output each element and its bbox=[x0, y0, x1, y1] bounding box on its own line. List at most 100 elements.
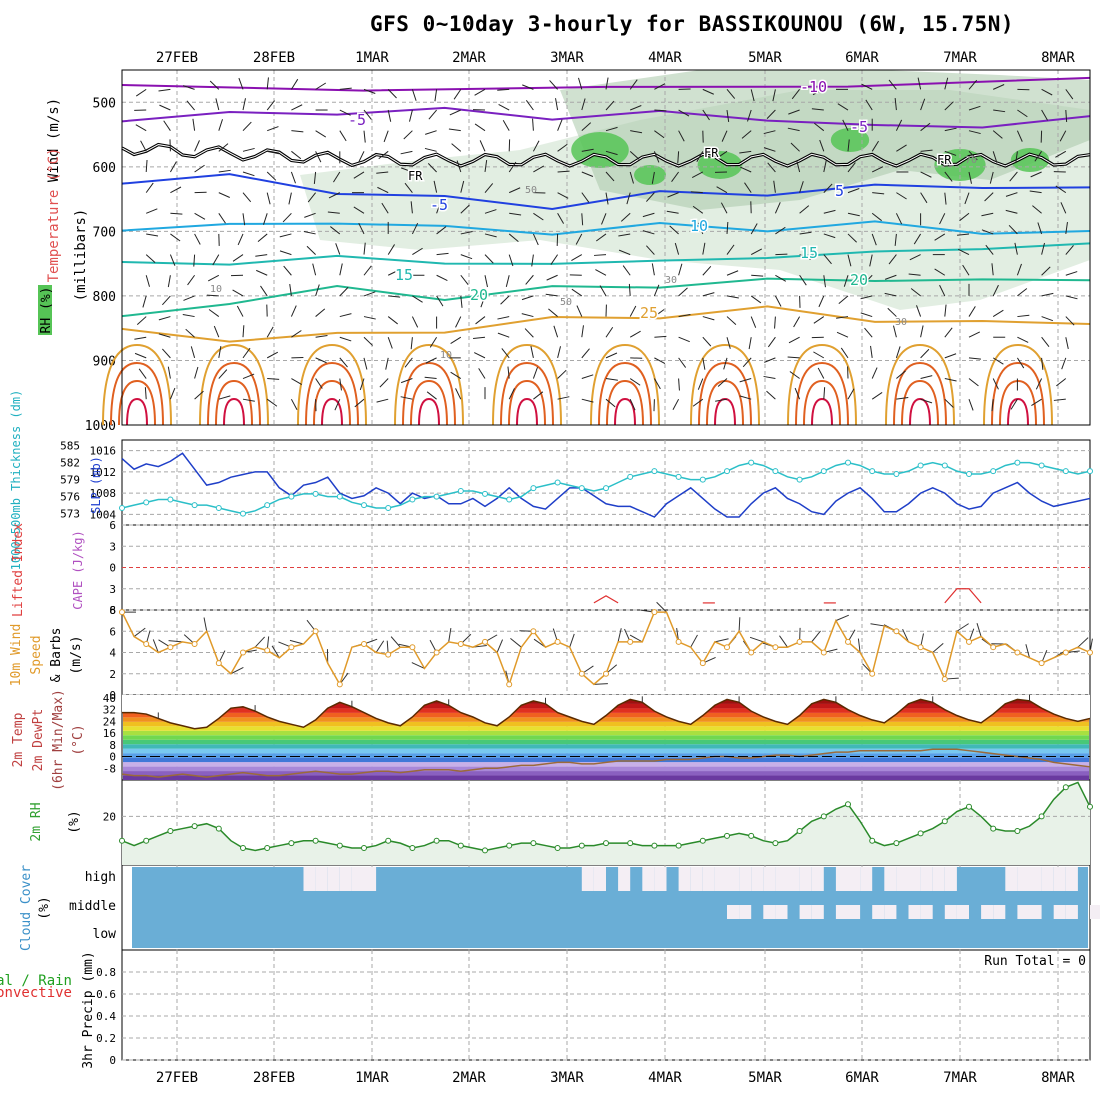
wind-barb bbox=[290, 78, 299, 90]
wind-barb bbox=[1065, 221, 1068, 235]
wind-barb bbox=[811, 108, 824, 111]
wind-barb bbox=[334, 398, 341, 411]
rh-contour-label: 10 bbox=[440, 350, 452, 361]
wind-barb bbox=[509, 212, 522, 216]
surface-wind-barb bbox=[375, 640, 385, 653]
li-tick-label: 3 bbox=[109, 540, 116, 553]
wind-barb bbox=[790, 142, 800, 152]
rh-2m-line-point bbox=[772, 840, 779, 847]
wind-barb bbox=[674, 242, 680, 255]
wind-barb bbox=[553, 325, 559, 338]
wind-barb bbox=[741, 130, 752, 139]
wind-barb bbox=[456, 160, 462, 173]
wind-barb bbox=[788, 109, 800, 115]
wind-barb bbox=[726, 270, 739, 276]
wind-barb bbox=[363, 336, 373, 346]
wind-barb bbox=[436, 274, 448, 281]
wind-barb bbox=[194, 164, 205, 173]
wind-barb bbox=[257, 233, 268, 243]
wind-barb bbox=[629, 330, 641, 338]
temp-tick-label: -8 bbox=[103, 762, 116, 775]
wind-barb bbox=[813, 316, 825, 324]
li-tick-label: 0 bbox=[109, 562, 116, 575]
wind-barb bbox=[363, 316, 376, 320]
wind-barb bbox=[455, 388, 462, 400]
wind-barb bbox=[871, 367, 878, 379]
surface-wind-barb bbox=[448, 627, 452, 642]
surface-wind-barb bbox=[593, 683, 608, 685]
wind-barb bbox=[242, 192, 252, 203]
wind-barb bbox=[186, 100, 195, 111]
wind-barb bbox=[696, 151, 704, 162]
wind-barb bbox=[1065, 245, 1074, 255]
thickness-line-point bbox=[482, 490, 488, 497]
top-day-label: 8MAR bbox=[1041, 50, 1075, 66]
freezing-level-line-core bbox=[121, 144, 1091, 167]
surface-wind-barb bbox=[857, 638, 861, 653]
wind-barb bbox=[794, 387, 801, 400]
cloud-clear-middle bbox=[763, 905, 776, 919]
wind-barb bbox=[1009, 171, 1018, 182]
wind-speed-line-point bbox=[699, 660, 706, 667]
cloud-clear-middle bbox=[799, 905, 812, 919]
wind-barb bbox=[767, 336, 776, 348]
wind-speed-line-point bbox=[240, 649, 246, 656]
ylabel-temp: (6hr Min/Max) bbox=[51, 689, 66, 791]
cloud-clear-middle bbox=[956, 905, 969, 919]
wind-barb bbox=[917, 77, 922, 90]
temperature-band bbox=[123, 735, 1089, 740]
wind-barb bbox=[993, 109, 1006, 113]
surface-temp-contour bbox=[811, 397, 833, 426]
rh-2m-line-point bbox=[119, 837, 125, 844]
wind-barb bbox=[1010, 398, 1018, 410]
wind-barb bbox=[327, 211, 340, 214]
surface-temp-contour bbox=[223, 397, 245, 426]
wind-barb bbox=[581, 171, 594, 177]
wind-barb bbox=[353, 171, 365, 179]
wind-barb bbox=[896, 192, 907, 200]
surface-wind-barb bbox=[510, 637, 522, 648]
wind-speed-line-point bbox=[554, 638, 561, 645]
wind-barb bbox=[236, 305, 244, 317]
wind-barb bbox=[304, 212, 316, 218]
surface-temp-contour bbox=[410, 379, 448, 426]
ylabel-rh: RH (%) bbox=[39, 287, 54, 334]
run-total-label: Run Total = 0 bbox=[984, 954, 1086, 969]
wind-barb bbox=[968, 306, 976, 317]
wind-barb bbox=[847, 388, 855, 400]
wind-barb bbox=[263, 213, 268, 225]
wind-barb bbox=[436, 295, 444, 307]
cloud-clear-high bbox=[896, 867, 909, 891]
wind-barb bbox=[400, 150, 413, 155]
thickness-line-point bbox=[191, 502, 198, 509]
wind-barb bbox=[599, 285, 607, 297]
wind-barb bbox=[328, 192, 341, 199]
wind-barb bbox=[363, 88, 376, 94]
wind-barb bbox=[654, 83, 666, 90]
wind-barb bbox=[460, 274, 469, 286]
wind-barb bbox=[428, 109, 437, 120]
wind-speed-line-point bbox=[409, 644, 416, 651]
wind-barb bbox=[774, 202, 781, 214]
wind-barb bbox=[279, 233, 292, 238]
wind-barb bbox=[358, 222, 365, 235]
chart-title: GFS 0~10day 3-hourly for BASSIKOUNOU (6W… bbox=[370, 12, 1015, 36]
wind-barb bbox=[218, 369, 228, 379]
wind-barb bbox=[242, 171, 255, 177]
wind-barb bbox=[206, 294, 219, 297]
cloud-clear-high bbox=[315, 867, 328, 891]
wind-barb bbox=[847, 212, 860, 217]
wind-barb bbox=[992, 130, 1003, 139]
ylabel-wind: Wind (m/s) bbox=[46, 98, 62, 182]
wind-barb bbox=[750, 295, 762, 304]
wind-barb bbox=[161, 295, 171, 306]
wind-barb bbox=[581, 374, 594, 380]
wind-barb bbox=[548, 308, 558, 317]
thickness-line-point bbox=[917, 462, 924, 469]
wind-barb bbox=[315, 130, 327, 138]
surface-temp-contour bbox=[297, 343, 367, 426]
wind-barb bbox=[427, 163, 437, 173]
wind-barb bbox=[315, 82, 327, 90]
wind-barb bbox=[339, 336, 352, 342]
wind-barb bbox=[412, 295, 423, 303]
